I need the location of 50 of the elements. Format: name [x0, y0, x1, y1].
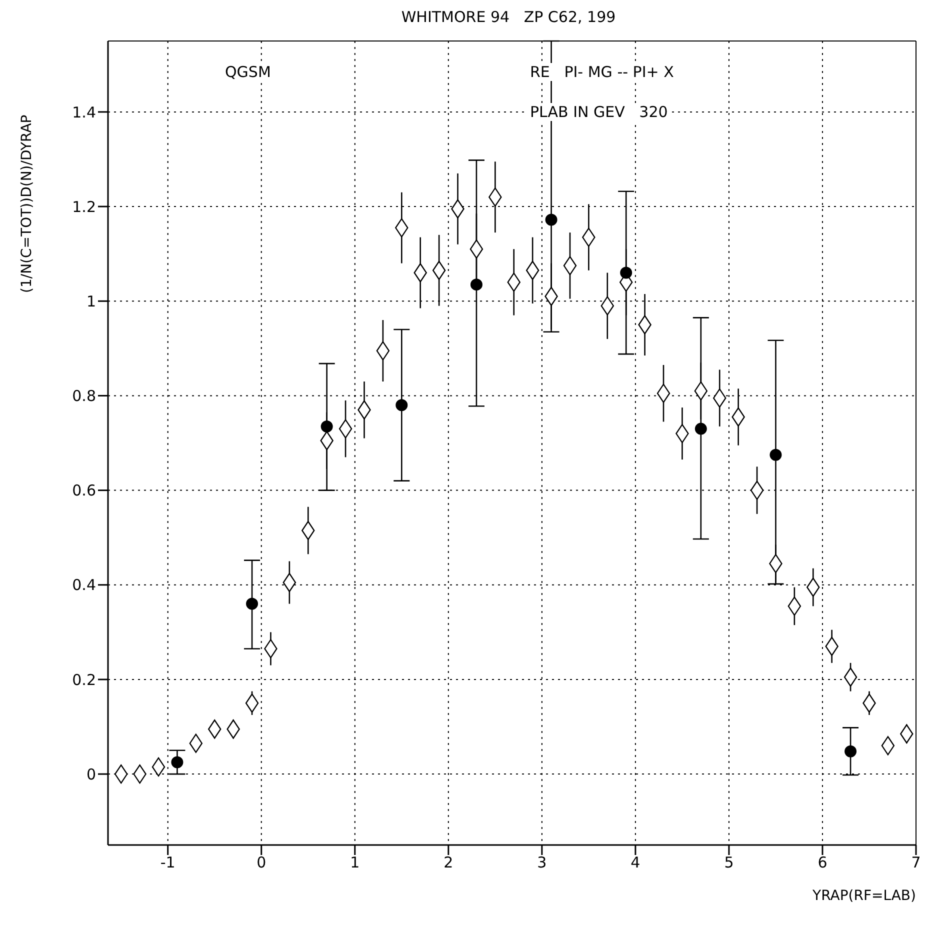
point — [788, 596, 802, 616]
point — [189, 734, 203, 753]
point — [694, 422, 707, 435]
point — [396, 399, 408, 412]
point — [376, 341, 390, 360]
x-tick-label: 7 — [911, 854, 921, 872]
x-tick-label: 0 — [256, 854, 266, 872]
point — [470, 239, 484, 259]
point — [432, 260, 446, 280]
x-tick-label: 6 — [818, 854, 828, 872]
point — [152, 757, 166, 777]
point — [246, 598, 258, 610]
x-tick-label: 5 — [724, 854, 734, 872]
point — [245, 694, 259, 713]
y-tick-label: 1.2 — [72, 198, 96, 216]
point — [844, 668, 858, 687]
y-tick-label: 1 — [86, 292, 96, 310]
point — [694, 381, 708, 401]
x-tick-label: -1 — [160, 854, 176, 872]
point — [171, 756, 184, 768]
annotation: RE PI- MG -- PI+ X — [528, 63, 676, 81]
point — [282, 572, 296, 592]
y-tick-label: 0.4 — [72, 576, 96, 594]
point — [338, 419, 352, 438]
point — [114, 764, 128, 784]
point — [881, 736, 895, 756]
x-axis-title: YRAP(RF=LAB) — [812, 888, 916, 904]
point — [545, 214, 558, 226]
point — [844, 745, 857, 758]
y-tick-label: 0.6 — [72, 482, 96, 500]
y-tick-label: 0 — [86, 765, 96, 784]
annotation: PLAB IN GEV 320 — [528, 103, 670, 121]
y-tick-label: 0.8 — [72, 387, 96, 406]
point — [526, 260, 540, 280]
y-tick-label: 1.4 — [72, 103, 96, 122]
y-axis-title: (1/N(C=TOT))D(N)/DYRAP — [18, 114, 35, 293]
point — [620, 266, 632, 279]
point — [563, 256, 577, 276]
x-tick-label: 2 — [444, 854, 454, 872]
x-tick-label: 4 — [630, 854, 640, 872]
point — [470, 278, 482, 291]
chart-title: WHITMORE 94 ZP C62, 199 — [400, 8, 617, 28]
point — [770, 448, 782, 461]
annotation: QGSM — [223, 63, 273, 81]
point — [750, 480, 764, 500]
x-tick-label: 1 — [350, 854, 360, 872]
y-tick-label: 0.2 — [72, 670, 96, 689]
point — [320, 420, 333, 432]
point — [656, 384, 670, 403]
x-tick-label: 3 — [537, 854, 547, 872]
